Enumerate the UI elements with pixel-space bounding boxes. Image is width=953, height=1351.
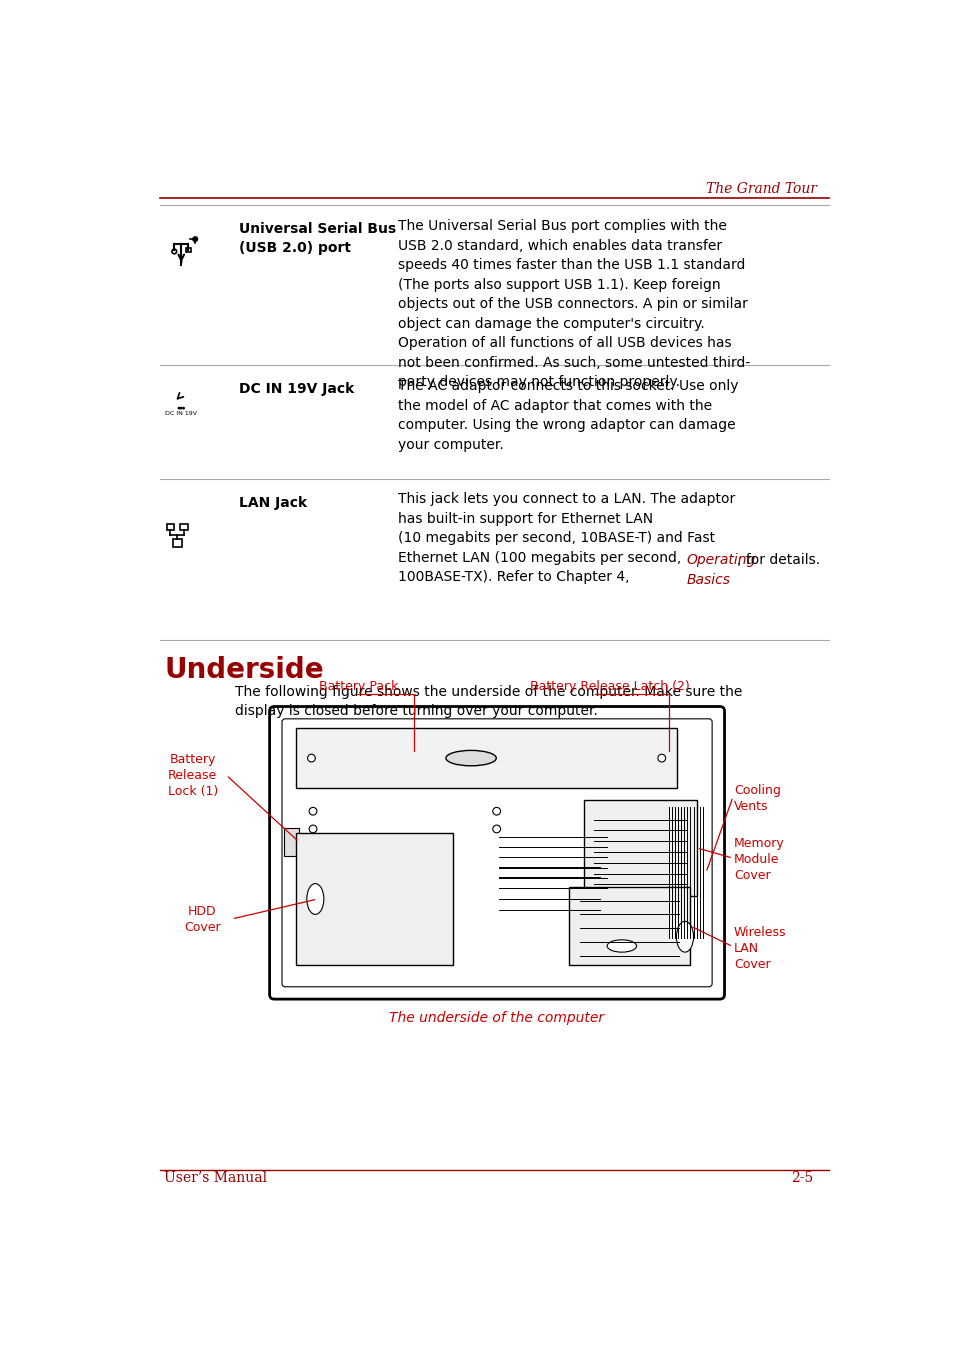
Circle shape: [307, 754, 315, 762]
Text: Universal Serial Bus
(USB 2.0) port: Universal Serial Bus (USB 2.0) port: [239, 222, 396, 254]
Text: DC IN 19V Jack: DC IN 19V Jack: [239, 382, 355, 396]
Bar: [295, 728, 677, 788]
Text: LAN Jack: LAN Jack: [239, 496, 307, 509]
Circle shape: [661, 825, 669, 832]
Text: HDD
Cover: HDD Cover: [184, 905, 220, 934]
Ellipse shape: [307, 884, 323, 915]
Ellipse shape: [606, 940, 636, 952]
Text: The Grand Tour: The Grand Tour: [705, 182, 816, 196]
Text: Battery Pack: Battery Pack: [319, 680, 398, 693]
Text: 2-5: 2-5: [791, 1171, 813, 1185]
Text: The following figure shows the underside of the computer. Make sure the
display : The following figure shows the underside…: [235, 685, 742, 719]
Circle shape: [661, 808, 669, 815]
Bar: [180, 524, 188, 530]
Bar: [172, 539, 182, 547]
Ellipse shape: [676, 921, 693, 952]
Text: DC IN 19V: DC IN 19V: [165, 411, 197, 416]
FancyBboxPatch shape: [270, 707, 723, 1000]
Circle shape: [658, 754, 665, 762]
Bar: [568, 886, 690, 965]
Bar: [295, 832, 452, 965]
Circle shape: [183, 408, 184, 409]
Circle shape: [309, 808, 316, 815]
Text: The Universal Serial Bus port complies with the
USB 2.0 standard, which enables : The Universal Serial Bus port complies w…: [397, 219, 750, 389]
Text: Operating
Basics: Operating Basics: [686, 554, 755, 586]
Circle shape: [193, 236, 197, 242]
Text: The AC adaptor connects to this socket. Use only
the model of AC adaptor that co: The AC adaptor connects to this socket. …: [397, 380, 738, 451]
Bar: [186, 249, 191, 253]
Text: Battery
Release
Lock (1): Battery Release Lock (1): [168, 753, 218, 797]
Text: Memory
Module
Cover: Memory Module Cover: [733, 838, 783, 882]
Text: Battery Release Latch (2): Battery Release Latch (2): [530, 680, 689, 693]
Text: Cooling
Vents: Cooling Vents: [733, 784, 780, 813]
Circle shape: [493, 825, 500, 832]
Text: Underside: Underside: [164, 655, 323, 684]
Ellipse shape: [445, 750, 496, 766]
Text: This jack lets you connect to a LAN. The adaptor
has built-in support for Ethern: This jack lets you connect to a LAN. The…: [397, 493, 735, 585]
Text: Wireless
LAN
Cover: Wireless LAN Cover: [733, 925, 785, 971]
Text: , for details.: , for details.: [736, 554, 820, 567]
Bar: [583, 800, 696, 896]
Bar: [283, 828, 298, 857]
Text: User’s Manual: User’s Manual: [164, 1171, 267, 1185]
Circle shape: [180, 408, 182, 409]
Circle shape: [309, 825, 316, 832]
Circle shape: [178, 408, 179, 409]
Bar: [167, 524, 174, 530]
Text: The underside of the computer: The underside of the computer: [389, 1012, 603, 1025]
FancyBboxPatch shape: [282, 719, 711, 986]
Circle shape: [493, 808, 500, 815]
